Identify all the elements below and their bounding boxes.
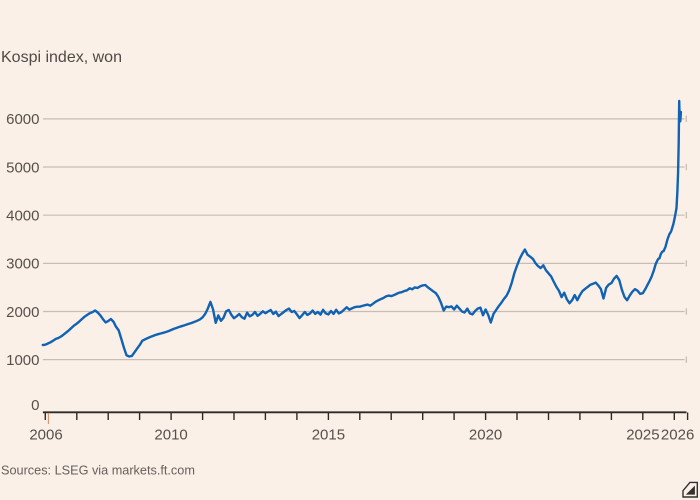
svg-text:4000: 4000 <box>6 207 39 224</box>
svg-text:1000: 1000 <box>6 352 39 369</box>
svg-text:Kospi index, won: Kospi index, won <box>1 49 122 66</box>
svg-text:2015: 2015 <box>312 427 345 444</box>
svg-text:2006: 2006 <box>29 427 62 444</box>
svg-text:2026: 2026 <box>661 427 694 444</box>
svg-text:2000: 2000 <box>6 304 39 321</box>
svg-text:0: 0 <box>31 397 39 414</box>
svg-text:3000: 3000 <box>6 256 39 273</box>
svg-text:2010: 2010 <box>154 427 187 444</box>
svg-text:Sources: LSEG via markets.ft.c: Sources: LSEG via markets.ft.com <box>1 464 195 478</box>
svg-text:6000: 6000 <box>6 111 39 128</box>
svg-text:2020: 2020 <box>469 427 502 444</box>
svg-text:5000: 5000 <box>6 159 39 176</box>
svg-text:2025: 2025 <box>626 427 659 444</box>
